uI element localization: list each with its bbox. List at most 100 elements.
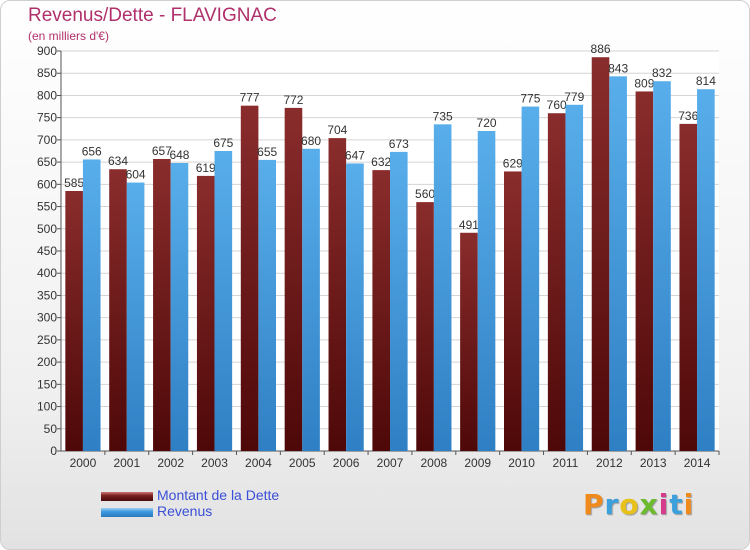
- y-tick-label: 50: [44, 422, 58, 436]
- bar-revenus: [302, 148, 320, 451]
- data-label-revenus: 648: [169, 148, 189, 162]
- y-tick-label: 400: [37, 266, 57, 280]
- data-label-dette: 632: [371, 155, 391, 169]
- x-tick-label: 2010: [508, 456, 535, 470]
- y-tick-label: 650: [37, 155, 57, 169]
- logo-letter: r: [604, 488, 620, 521]
- data-label-revenus: 735: [433, 109, 453, 123]
- data-label-dette: 585: [64, 176, 84, 190]
- legend-label-dette: Montant de la Dette: [157, 487, 280, 503]
- bar-dette: [504, 171, 522, 451]
- legend-swatch-revenus: [101, 508, 153, 517]
- y-tick-label: 800: [37, 88, 57, 102]
- data-label-revenus: 680: [301, 134, 321, 148]
- bar-revenus: [433, 124, 452, 451]
- proxiti-logo: Proxiti: [583, 488, 694, 521]
- y-tick-label: 550: [37, 200, 57, 214]
- bar-revenus: [609, 76, 627, 451]
- bar-revenus: [653, 81, 671, 451]
- y-tick-label: 200: [37, 355, 57, 369]
- data-label-revenus: 720: [477, 116, 497, 130]
- data-label-dette: 704: [327, 123, 347, 137]
- bar-revenus: [82, 159, 101, 451]
- data-label-revenus: 673: [389, 137, 409, 151]
- data-label-revenus: 647: [345, 148, 365, 162]
- x-tick-label: 2011: [553, 456, 579, 470]
- bar-dette: [328, 138, 347, 451]
- x-tick-label: 2006: [333, 456, 360, 470]
- data-label-revenus: 675: [213, 136, 233, 150]
- bar-revenus: [214, 151, 233, 451]
- y-tick-label: 600: [37, 177, 57, 191]
- data-label-dette: 736: [678, 109, 698, 123]
- data-label-revenus: 775: [520, 92, 540, 106]
- bar-revenus: [346, 163, 364, 451]
- chart-subtitle: (en milliers d'€): [28, 29, 109, 43]
- data-label-dette: 619: [196, 161, 216, 175]
- bar-dette: [372, 170, 390, 451]
- y-tick-label: 700: [37, 133, 57, 147]
- bar-dette: [153, 159, 171, 451]
- data-label-dette: 634: [108, 154, 128, 168]
- bar-revenus: [170, 163, 189, 451]
- y-tick-label: 850: [37, 66, 57, 80]
- bar-revenus: [477, 131, 496, 451]
- logo-letter: x: [639, 488, 659, 521]
- bar-dette: [635, 91, 654, 451]
- data-label-revenus: 656: [82, 144, 102, 158]
- y-tick-label: 450: [37, 244, 57, 258]
- data-label-dette: 629: [503, 156, 523, 170]
- y-tick-label: 350: [37, 288, 57, 302]
- bar-dette: [460, 232, 478, 451]
- x-tick-label: 2012: [596, 456, 623, 470]
- x-tick-label: 2001: [113, 456, 140, 470]
- x-tick-label: 2003: [201, 456, 228, 470]
- y-tick-label: 300: [37, 311, 57, 325]
- data-label-dette: 491: [459, 218, 479, 232]
- y-tick-label: 250: [37, 333, 57, 347]
- x-tick-label: 2008: [421, 456, 448, 470]
- data-label-dette: 760: [547, 98, 567, 112]
- data-label-revenus: 604: [126, 168, 146, 182]
- bar-dette: [196, 175, 215, 451]
- bar-revenus: [390, 151, 408, 451]
- bar-dette: [109, 169, 127, 451]
- x-tick-label: 2004: [245, 456, 272, 470]
- logo-letter: i: [658, 488, 670, 521]
- bar-revenus: [126, 182, 145, 452]
- logo-letter: t: [669, 488, 684, 521]
- x-tick-label: 2002: [157, 456, 184, 470]
- logo-letter: i: [683, 488, 695, 521]
- y-tick-label: 900: [37, 44, 57, 58]
- data-label-revenus: 814: [696, 74, 716, 88]
- y-tick-label: 750: [37, 111, 57, 125]
- data-label-revenus: 843: [608, 61, 628, 75]
- legend-swatch-dette: [101, 492, 153, 501]
- data-label-dette: 560: [415, 187, 435, 201]
- bar-dette: [284, 107, 303, 451]
- bar-dette: [65, 191, 83, 451]
- bar-revenus: [565, 104, 584, 452]
- bar-revenus: [258, 159, 276, 451]
- data-label-dette: 772: [283, 93, 303, 107]
- y-tick-label: 100: [37, 400, 57, 414]
- logo-letter: P: [583, 488, 605, 521]
- x-tick-label: 2014: [684, 456, 711, 470]
- bar-dette: [240, 105, 259, 452]
- bar-dette: [591, 57, 610, 451]
- bar-dette: [679, 123, 698, 451]
- x-tick-label: 2005: [289, 456, 316, 470]
- x-tick-label: 2009: [464, 456, 491, 470]
- legend-label-revenus: Revenus: [157, 503, 213, 519]
- data-label-dette: 777: [240, 91, 260, 105]
- data-label-revenus: 655: [257, 145, 277, 159]
- x-tick-label: 2000: [70, 456, 97, 470]
- bar-revenus: [521, 106, 540, 452]
- data-label-dette: 657: [152, 144, 172, 158]
- x-tick-label: 2007: [377, 456, 404, 470]
- y-tick-label: 150: [37, 377, 57, 391]
- bar-dette: [416, 202, 434, 451]
- y-tick-label: 500: [37, 222, 57, 236]
